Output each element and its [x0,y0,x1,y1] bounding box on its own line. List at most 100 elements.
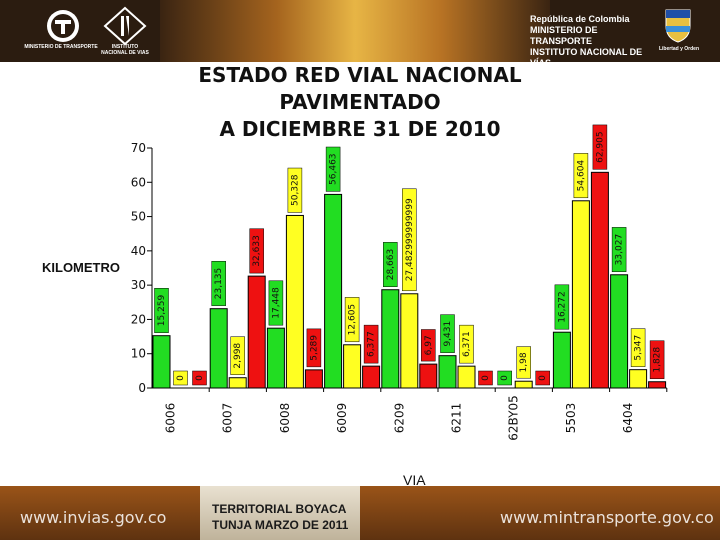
bar [419,363,438,389]
data-label-box [421,329,436,362]
x-tick-label: 6211 [450,403,464,434]
data-label: 5,289 [309,335,319,361]
bar [629,369,648,389]
colombia-coat-of-arms [658,4,698,48]
data-label-box [230,336,245,375]
data-label: 1,98 [519,352,529,372]
data-label: 0 [176,375,186,381]
data-label-box [344,297,360,343]
footer-title-box [200,486,360,540]
data-label-box [211,261,226,306]
x-tick-label: 6006 [164,403,178,434]
data-label: 16,272 [557,291,567,323]
data-label: 0 [500,375,510,381]
bar [362,365,381,389]
x-tick-label: 62BY05 [507,395,521,440]
bar [285,214,304,389]
bar [438,355,457,389]
bar [400,293,419,389]
chart-title-line: ESTADO RED VIAL NACIONAL [198,63,522,87]
ministry-logo-label: MINISTERIO DE TRANSPORTE [24,44,98,50]
data-label: 27,482999999999 [405,198,415,281]
data-label-box [516,346,531,379]
y-axis-label: KILOMETRO [42,260,120,275]
data-label-box [268,280,284,326]
bar [266,327,285,389]
y-tick-label: 0 [138,381,146,395]
bar [590,171,609,389]
data-label-box [497,370,512,386]
invias-url-link[interactable]: www.invias.gov.co [20,508,167,527]
data-label-box [173,370,188,386]
data-label-box [192,370,207,386]
bar [343,344,362,389]
footer-territorial: TERRITORIAL BOYACA [212,502,347,516]
bar [381,289,400,389]
x-tick-label: 6404 [621,403,635,434]
data-label-box [154,288,169,333]
data-label: 15,259 [157,294,167,326]
y-tick-label: 50 [131,210,146,224]
bar [514,380,533,389]
data-label: 12,605 [348,304,358,336]
data-label: 0 [538,375,548,381]
x-tick-label: 5503 [564,403,578,434]
data-label-box [554,284,570,330]
y-tick-label: 60 [131,175,146,189]
data-label: 6,371 [462,331,472,357]
bar [610,274,629,389]
data-label-box [383,242,398,287]
data-label: 17,448 [271,287,281,319]
bar [304,369,323,389]
header-banner: MINISTERIO DE TRANSPORTE INSTITUTO NACIO… [0,0,720,62]
ministry-logo [28,6,98,50]
data-label: 33,027 [615,234,625,266]
x-tick-label: 6008 [278,403,292,434]
data-label-box [573,153,589,199]
bar [324,193,343,389]
data-label-box [402,188,417,292]
header-title-line: MINISTERIO DE TRANSPORTE [530,25,598,46]
bar [457,365,476,389]
x-tick-label: 6007 [221,403,235,434]
data-label-box [287,167,303,213]
chart-title: ESTADO RED VIAL NACIONAL PAVIMENTADO A D… [180,62,540,143]
data-label-box [459,324,474,364]
data-label-box [630,328,646,367]
header-tunnel-image [160,0,550,62]
header-title-line: República de Colombia [530,14,630,24]
y-tick-label: 70 [131,141,146,155]
data-label: 2,998 [233,343,243,369]
data-label: 32,633 [252,235,262,267]
y-tick-label: 40 [131,244,146,258]
data-label-box [611,227,627,273]
data-label: 62,905 [595,131,605,163]
data-label-box [249,228,264,274]
y-tick-label: 30 [131,278,146,292]
institute-logo [100,6,150,50]
data-label: 9,431 [443,321,453,347]
data-label-box [325,146,341,192]
mintransporte-url-link[interactable]: www.mintransporte.gov.co [500,508,714,527]
y-tick-label: 10 [131,347,146,361]
data-label-box [592,124,608,170]
bar [552,331,571,389]
data-label: 50,328 [290,174,300,206]
data-label: 0 [195,375,205,381]
bar [152,335,171,389]
data-label: 28,663 [386,249,396,281]
x-axis-label: VIA [403,472,426,488]
data-label: 5,347 [634,335,644,361]
data-label-box [363,324,379,364]
chart-title-line: A DICIEMBRE 31 DE 2010 [219,117,501,141]
data-label: 0 [481,375,491,381]
data-label-box [478,370,493,386]
bar [209,308,228,389]
bar [247,275,266,389]
footer-date: TUNJA MARZO DE 2011 [212,518,349,532]
header-title-line: INSTITUTO NACIONAL DE VÍAS [530,47,643,62]
bar [571,200,590,389]
data-label-box [440,314,455,353]
x-tick-label: 6209 [392,403,406,434]
